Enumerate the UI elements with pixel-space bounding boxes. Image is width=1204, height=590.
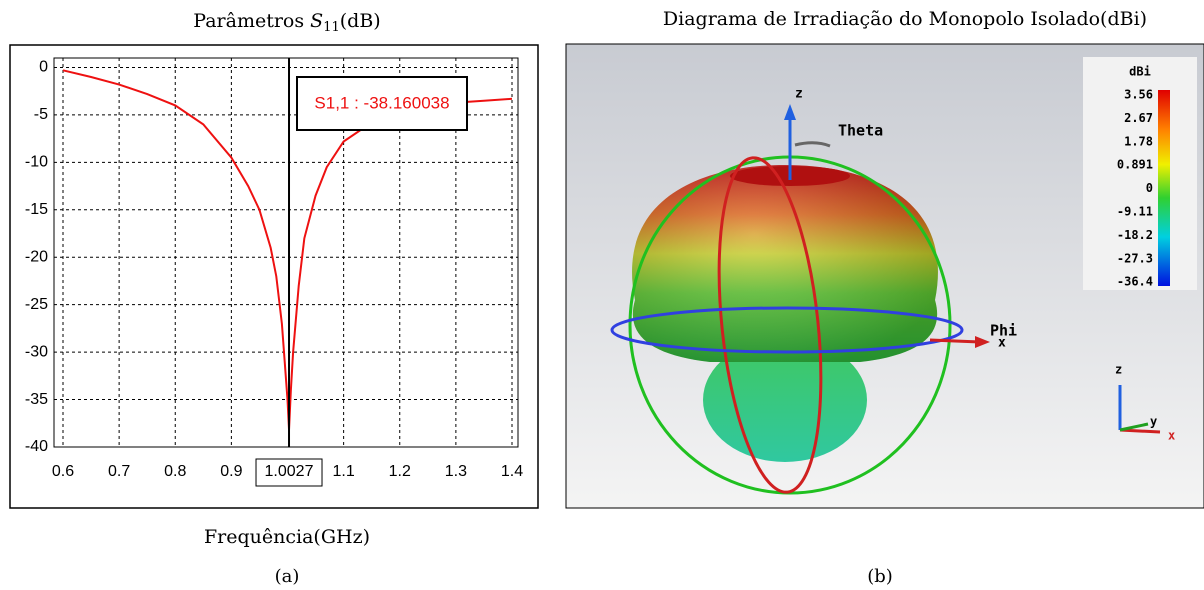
x-tick-label: 0.7 [108, 463, 130, 480]
colorbar-gradient [1158, 90, 1170, 286]
x-tick-label: 1.1 [333, 463, 355, 480]
x-label: x [998, 336, 1006, 351]
colorbar-label: 0 [1146, 181, 1153, 195]
colorbar-label: -9.11 [1117, 205, 1153, 219]
x-tick-label: 1.4 [501, 463, 523, 480]
x-tick-label: 0.6 [52, 463, 74, 480]
colorbar-label: 1.78 [1124, 134, 1153, 148]
x-tick-label: 1.2 [389, 463, 411, 480]
x-tick-label: 0.9 [220, 463, 242, 480]
panel-title: Diagrama de Irradiação do Monopolo Isola… [663, 8, 1147, 30]
triad-y-label: y [1150, 415, 1157, 429]
colorbar-label: -27.3 [1117, 251, 1153, 265]
colorbar-label: 2.67 [1124, 111, 1153, 125]
chart-title: Parâmetros S11(dB) [193, 10, 380, 35]
y-tick-label: -35 [25, 391, 48, 408]
x-axis-label: Frequência(GHz) [204, 526, 370, 548]
x-axis [930, 340, 980, 342]
y-tick-label: -40 [25, 438, 48, 455]
triad-z-label: z [1115, 363, 1122, 377]
y-tick-label: -5 [34, 106, 48, 123]
colorbar-label: 3.56 [1124, 88, 1153, 102]
triad-x-label: x [1168, 429, 1175, 443]
y-tick-label: -15 [25, 201, 48, 218]
title-symbol: S [310, 10, 323, 32]
y-tick-label: -10 [25, 154, 48, 171]
colorbar-label: -36.4 [1117, 275, 1153, 289]
z-label: z [795, 87, 803, 102]
x-tick-label: 1.3 [445, 463, 467, 480]
title-text: Parâmetros [193, 10, 310, 32]
y-tick-label: 0 [39, 59, 48, 76]
colorbar-label: 0.891 [1117, 158, 1153, 172]
y-tick-label: -25 [25, 296, 48, 313]
y-tick-label: -30 [25, 343, 48, 360]
colorbar-unit: dBi [1129, 65, 1151, 79]
theta-label: Theta [838, 122, 883, 140]
triad-x [1120, 430, 1160, 432]
marker-x-label: 1.0027 [265, 463, 314, 480]
title-unit: (dB) [340, 10, 381, 32]
marker-label: S1,1 : -38.160038 [314, 93, 449, 112]
caption: (a) [275, 566, 300, 587]
x-tick-label: 0.8 [164, 463, 186, 480]
caption: (b) [867, 566, 893, 587]
colorbar: dBi 3.56 2.67 1.78 0.891 0 -9.11 -18.2 -27.3 -36… [1083, 57, 1197, 290]
colorbar-label: -18.2 [1117, 228, 1153, 242]
figure: Parâmetros S11(dB) 0 -5 -10 -15 -20 -25 -30 -35… [0, 0, 1204, 590]
page: Parâmetros S11(dB) 0 -5 -10 -15 -20 -25 -30 -35… [0, 0, 1204, 590]
title-subscript: 11 [323, 20, 340, 35]
y-tick-label: -20 [25, 248, 48, 265]
